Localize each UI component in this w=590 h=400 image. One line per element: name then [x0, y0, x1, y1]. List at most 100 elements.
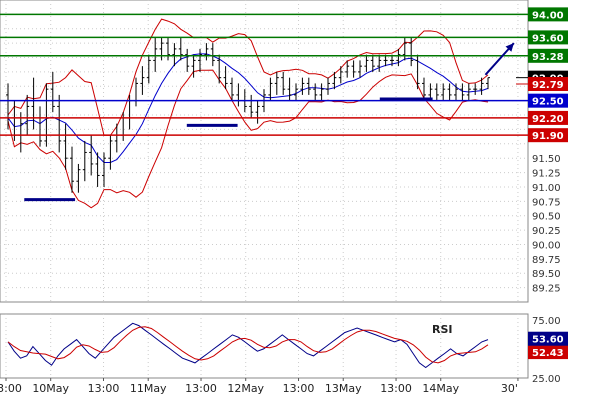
candle — [178, 37, 183, 61]
rsi-panel: RSI 52.43 53.60 — [7, 322, 568, 369]
candle — [287, 77, 292, 101]
candle — [230, 77, 234, 101]
candle — [294, 83, 298, 101]
candle — [76, 163, 81, 193]
price-tick-label: 89.50 — [532, 269, 561, 280]
candle — [63, 123, 68, 170]
candle — [473, 83, 478, 95]
candle — [332, 71, 337, 90]
level-badge — [528, 110, 568, 125]
candle — [274, 71, 279, 95]
candle — [44, 83, 49, 147]
level-label: 93.60 — [532, 33, 564, 44]
candle — [70, 146, 74, 193]
candle — [460, 83, 465, 101]
rsi-value-label: 53.60 — [532, 335, 564, 346]
rsi-tick-label: 25.00 — [532, 374, 561, 385]
candle — [479, 77, 484, 95]
candle — [434, 83, 439, 101]
candle — [166, 37, 170, 61]
candle — [345, 60, 350, 78]
trend-arrow — [484, 42, 515, 76]
price-tick-label: 91.25 — [532, 169, 561, 180]
candle — [319, 83, 324, 101]
candle — [95, 152, 100, 187]
candle — [153, 37, 158, 72]
bollinger-lower — [7, 69, 489, 209]
candle — [402, 37, 407, 61]
rsi-value-badge — [528, 345, 568, 360]
candle — [422, 77, 426, 101]
candle — [146, 54, 151, 84]
candle — [210, 43, 215, 67]
time-tick-label: 13:00 — [185, 382, 217, 395]
candle — [185, 48, 190, 72]
candle — [486, 77, 490, 90]
candle — [217, 54, 222, 84]
price-axis: 91.50 91.25 91.00 90.75 90.50 90.25 90.00 89.75… — [532, 154, 561, 385]
candle — [82, 140, 87, 182]
candle — [198, 48, 202, 72]
chart-frame — [0, 0, 529, 379]
time-axis: 13:00 10May 13:00 11May 13:00 12May 13:00 13May… — [0, 378, 519, 395]
level-label: 91.90 — [532, 131, 564, 142]
candle — [326, 77, 330, 95]
candle — [281, 71, 286, 95]
candle — [255, 100, 260, 124]
candle — [300, 77, 305, 95]
candle — [370, 54, 375, 72]
rsi-label: RSI — [432, 323, 453, 336]
candle — [223, 66, 228, 90]
candle — [441, 83, 446, 101]
candle — [351, 60, 356, 78]
candle — [383, 54, 388, 67]
level-label: 92.50 — [532, 97, 564, 108]
moving-average — [7, 53, 489, 163]
candle — [396, 48, 401, 67]
candle — [338, 66, 343, 84]
level-badge — [528, 128, 568, 143]
price-tick-label: 89.25 — [532, 284, 561, 295]
candle — [159, 37, 164, 61]
candle — [89, 135, 94, 176]
current-price-badge — [528, 76, 568, 91]
price-tick-label: 90.25 — [532, 226, 561, 237]
rsi-value-badge — [528, 331, 568, 346]
candle — [306, 77, 311, 95]
support-marks — [24, 97, 433, 202]
candle — [409, 37, 414, 67]
current-price-label: 92.79 — [532, 80, 564, 91]
arrow-head — [505, 43, 514, 52]
candle — [172, 43, 177, 67]
candle — [454, 83, 458, 101]
price-tick-label: 91.50 — [532, 154, 561, 165]
candle — [108, 135, 113, 170]
time-tick-label: 30' — [501, 382, 518, 395]
price-tick-label: 90.75 — [532, 197, 561, 208]
time-tick-label: 11May — [130, 382, 167, 395]
candle — [268, 77, 273, 101]
candle — [249, 94, 254, 118]
candle — [313, 83, 318, 101]
price-tick-label: 89.75 — [532, 255, 561, 266]
price-panel-border — [0, 0, 529, 303]
time-tick-label: 13:00 — [0, 382, 22, 395]
rsi-signal-line — [7, 326, 489, 364]
level-label: 93.28 — [532, 52, 564, 63]
candle — [447, 83, 452, 101]
level-badge — [528, 30, 568, 45]
candle — [377, 54, 382, 72]
candle — [466, 83, 471, 101]
price-tick-label: 90.50 — [532, 212, 561, 223]
level-label: 94.00 — [532, 10, 564, 21]
rsi-line — [7, 322, 489, 369]
time-tick-label: 13May — [325, 382, 362, 395]
level-badge — [528, 93, 568, 108]
candle — [140, 66, 145, 95]
time-tick-label: 13:00 — [88, 382, 120, 395]
candle — [102, 152, 106, 187]
level-badge — [528, 48, 568, 63]
time-tick-label: 10May — [32, 382, 69, 395]
